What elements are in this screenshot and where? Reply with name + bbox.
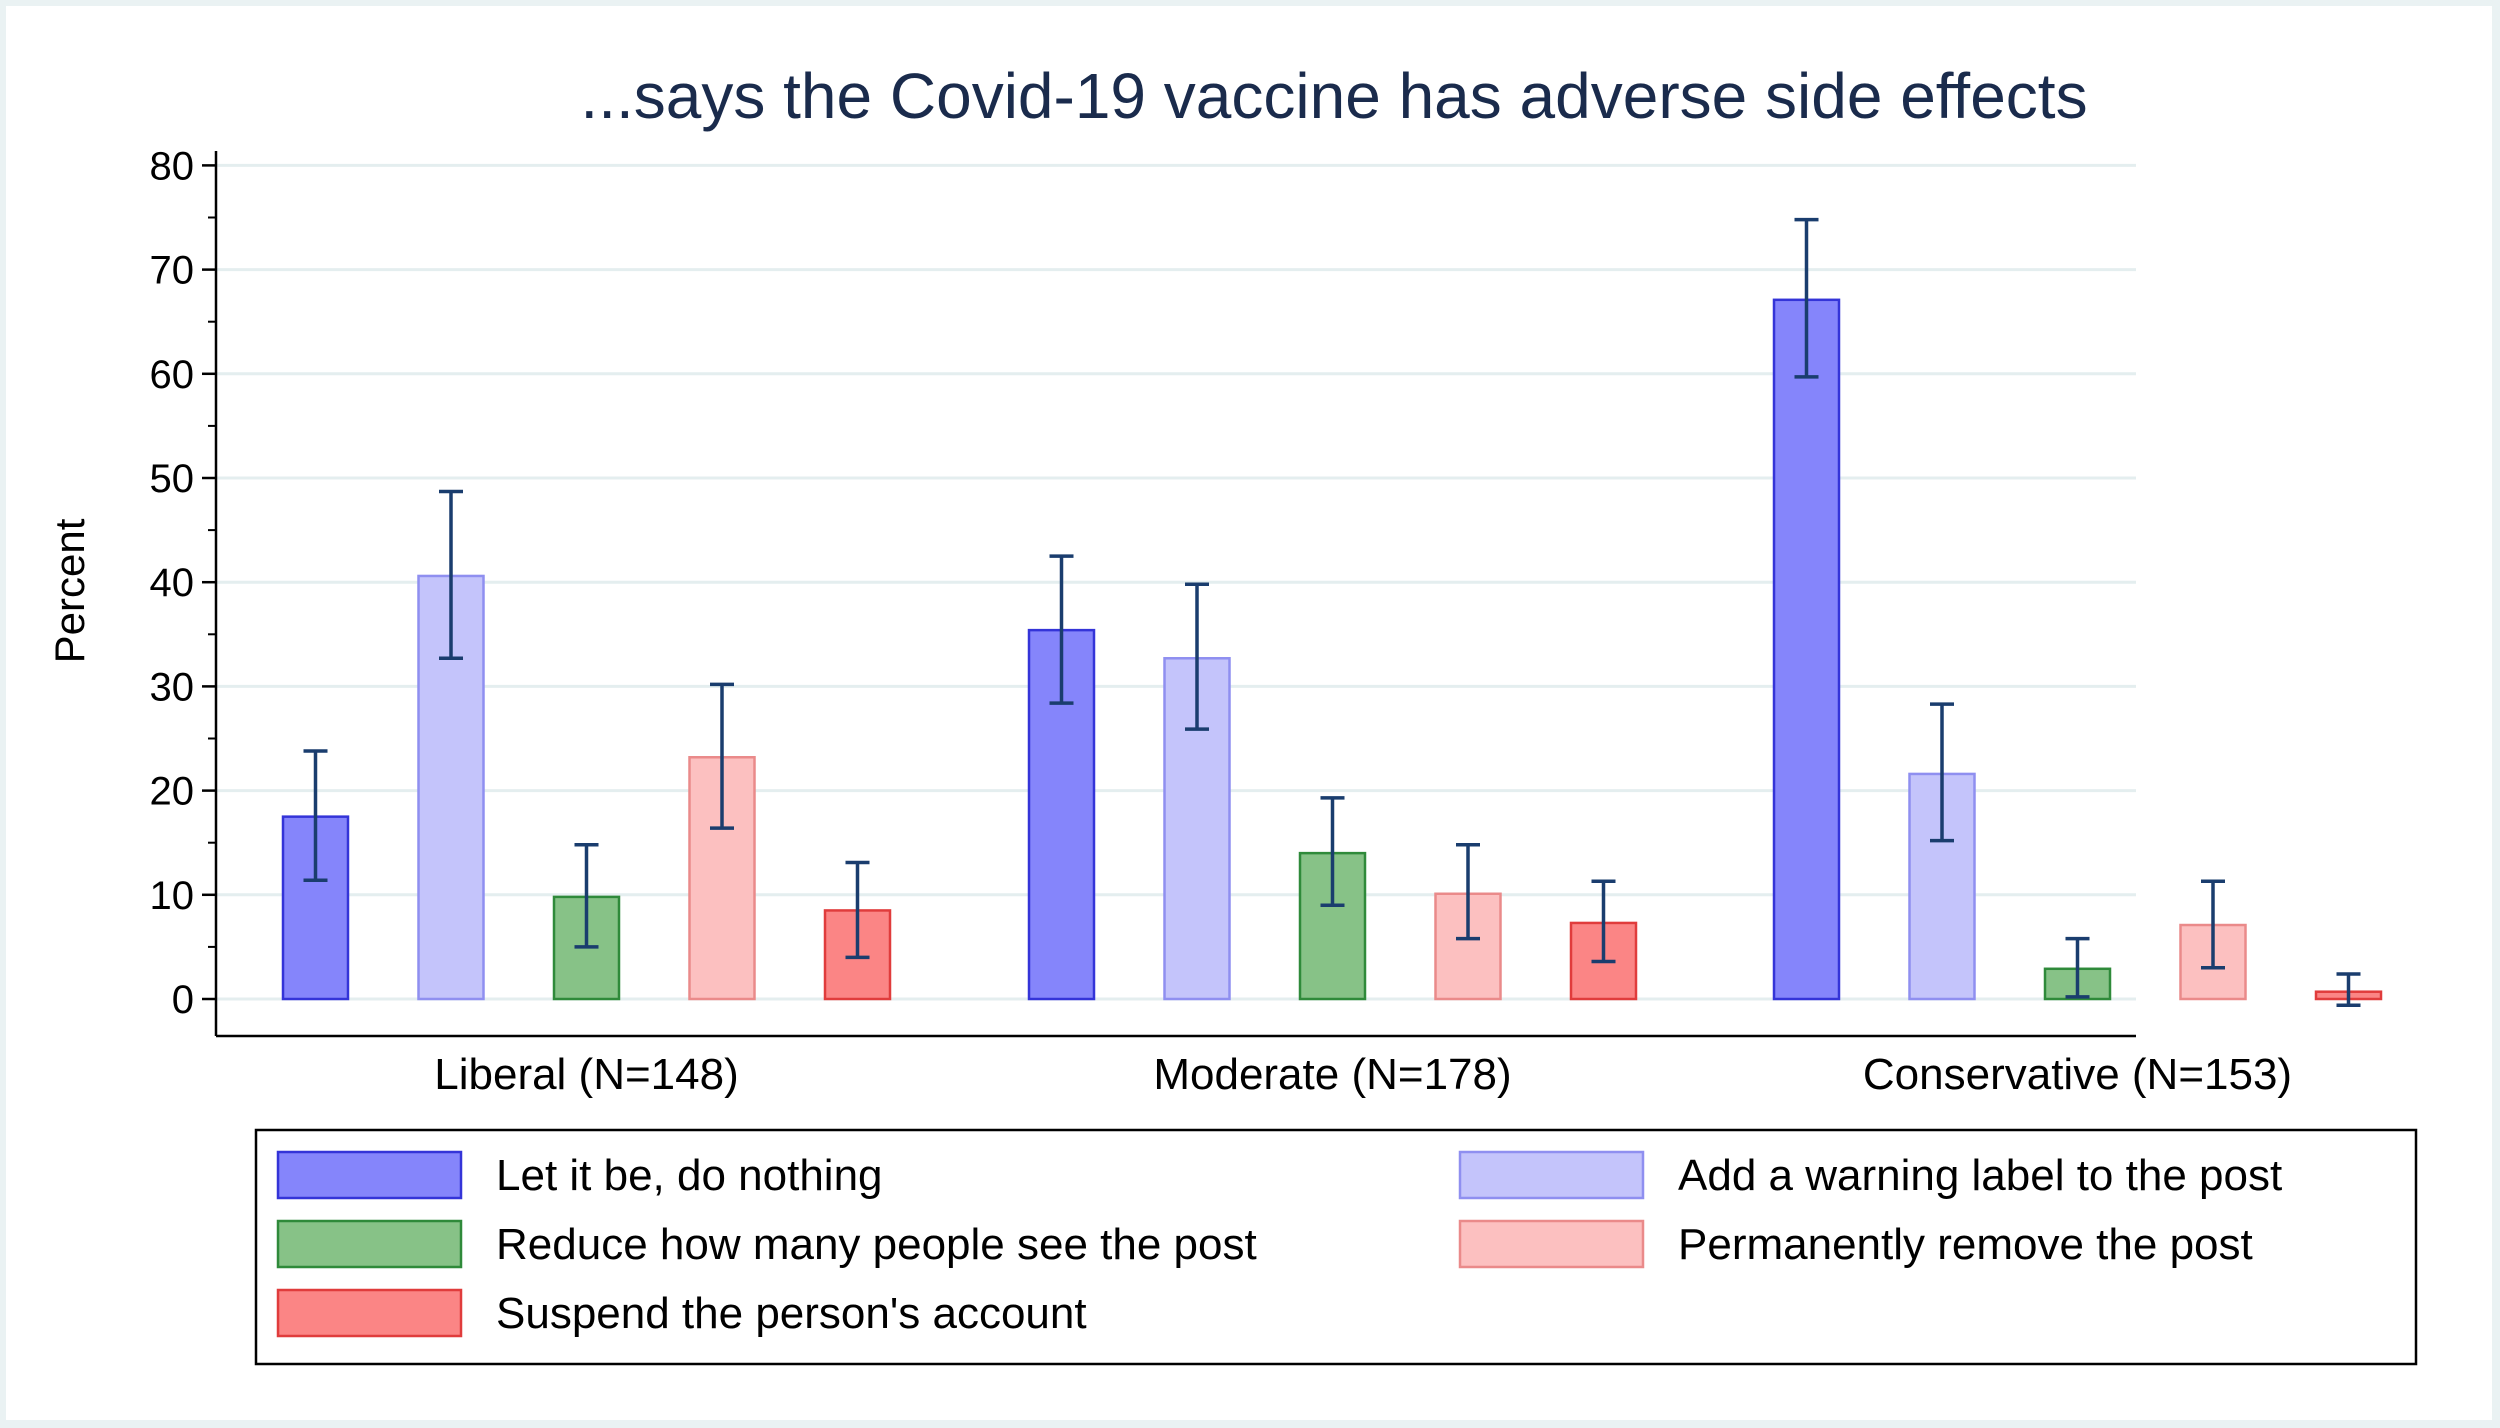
legend-swatch: [1458, 1219, 1645, 1269]
legend-swatch: [276, 1288, 463, 1338]
legend-box: [254, 1128, 2418, 1366]
y-axis-label: Percent: [46, 518, 93, 663]
y-tick-label: 0: [172, 978, 194, 1022]
y-tick-label: 20: [150, 770, 195, 814]
y-tick-label: 70: [150, 249, 195, 293]
bar: [1772, 298, 1841, 1001]
legend-label: Let it be, do nothing: [496, 1151, 883, 1200]
x-tick-labels: Liberal (N=148) Moderate (N=178) Conservat…: [434, 1050, 2292, 1099]
bars: [281, 298, 2383, 1001]
x-tick-label: Moderate (N=178): [1153, 1050, 1511, 1099]
y-tick-label: 80: [150, 144, 195, 188]
axes: 0 10 20 30 40 50 60 70 80: [150, 144, 2136, 1038]
y-tick-label: 40: [150, 561, 195, 605]
legend: Let it be, do nothing Add a warning label…: [254, 1128, 2418, 1366]
y-tick-label: 30: [150, 665, 195, 709]
legend-label: Suspend the person's account: [496, 1289, 1087, 1338]
error-bars: [303, 217, 2361, 1008]
gridlines: [216, 163, 2136, 1001]
legend-swatch: [1458, 1150, 1645, 1200]
y-tick-label: 50: [150, 457, 195, 501]
y-tick-label: 10: [150, 874, 195, 918]
bar-chart: ...says the Covid-19 vaccine has adverse…: [46, 60, 2418, 1366]
x-tick-label: Liberal (N=148): [434, 1050, 739, 1099]
legend-label: Reduce how many people see the post: [496, 1220, 1257, 1269]
legend-swatch: [276, 1219, 463, 1269]
chart-title: ...says the Covid-19 vaccine has adverse…: [580, 60, 2087, 132]
y-tick-label: 60: [150, 353, 195, 397]
legend-swatch: [276, 1150, 463, 1200]
legend-label: Add a warning label to the post: [1678, 1151, 2282, 1200]
x-tick-label: Conservative (N=153): [1863, 1050, 2292, 1099]
chart-frame: ...says the Covid-19 vaccine has adverse…: [6, 6, 2492, 1420]
legend-label: Permanently remove the post: [1678, 1220, 2253, 1269]
